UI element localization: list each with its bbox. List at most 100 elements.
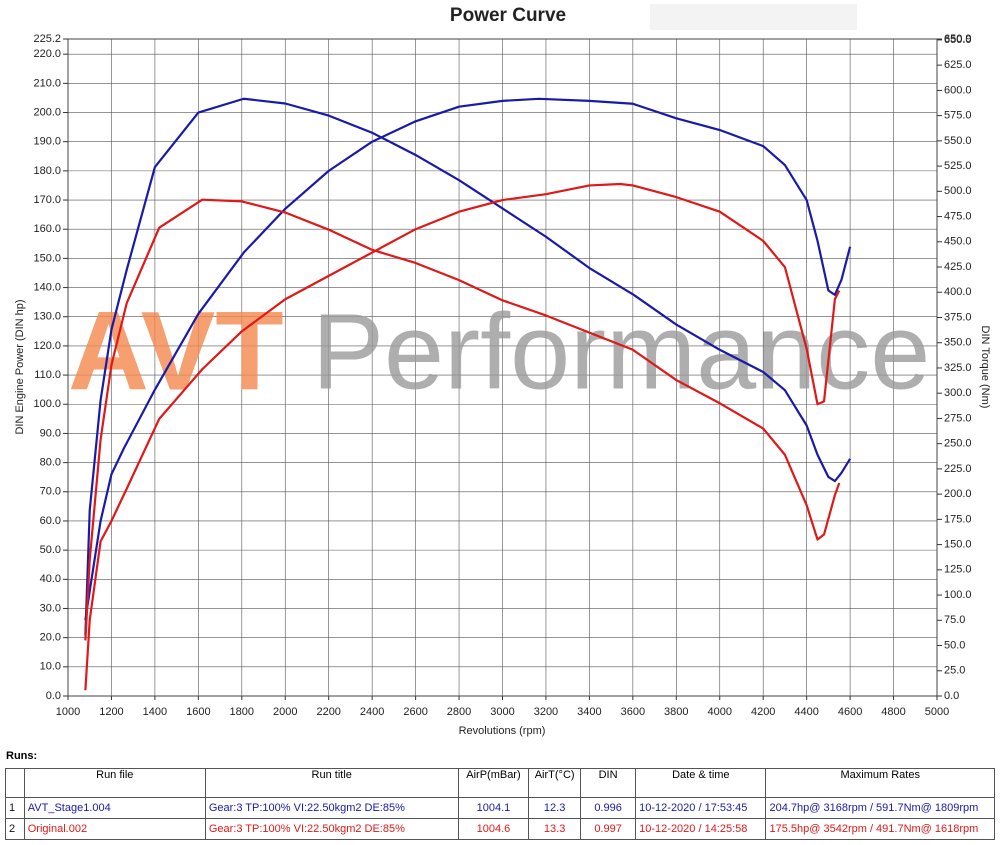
x-tick-label: 1400: [143, 706, 167, 718]
y2-tick-label: 0.0: [944, 690, 959, 702]
y-tick-label: 160.0: [33, 223, 61, 235]
cell: 1004.1: [457, 797, 530, 819]
y2-tick-label: 100.0: [944, 589, 972, 601]
header-cell: Date & time: [635, 768, 767, 798]
y2-tick-label: 175.0: [944, 513, 972, 525]
x-tick-label: 2000: [273, 706, 297, 718]
y-tick-label: 100.0: [33, 398, 61, 410]
chart-title: Power Curve: [450, 5, 566, 26]
x-tick-label: 1000: [56, 706, 80, 718]
y2-tick-label: 525.0: [944, 160, 972, 172]
y-tick-label: 170.0: [33, 194, 61, 206]
cell: 12.3: [528, 797, 582, 819]
y2-tick-label: 300.0: [944, 387, 972, 399]
y-tick-label: 40.0: [40, 573, 61, 585]
y2-tick-label: 500.0: [944, 185, 972, 197]
cell: 175.5hp@ 3542rpm / 491.7Nm@ 1618rpm: [765, 818, 995, 840]
run-row: 2 Original.002 Gear:3 TP:100% VI:22.50kgm2…: [5, 818, 995, 840]
x-axis-label: Revolutions (rpm): [459, 725, 546, 737]
x-tick-label: 4800: [881, 706, 905, 718]
y2-tick-label: 150.0: [944, 539, 972, 551]
y-tick-label: 130.0: [33, 311, 61, 323]
y2-tick-label: 625.0: [944, 59, 972, 71]
y2-tick-label: 50.0: [944, 639, 965, 651]
cell: 0.997: [580, 818, 637, 840]
y-tick-label: 70.0: [40, 486, 61, 498]
series-line: [84, 198, 841, 641]
cell: Gear:3 TP:100% VI:22.50kgm2 DE:85%: [204, 818, 459, 840]
cell: 10-12-2020 / 14:25:58: [635, 818, 767, 840]
cell: 0.996: [580, 797, 637, 819]
header-cell: Run title: [204, 768, 459, 798]
runs-table: Run file Run title AirP(mBar) AirT(°C) DIN Da…: [5, 768, 995, 840]
x-tick-label: 1600: [186, 706, 210, 718]
y2-tick-label: 575.0: [944, 110, 972, 122]
cell: 1: [5, 797, 25, 819]
y-tick-label: 50.0: [40, 544, 61, 556]
chart: Power Curve Revolutions (rpm) DIN Engine…: [14, 4, 991, 737]
watermark: Performance: [312, 291, 930, 412]
x-tick-label: 4000: [708, 706, 732, 718]
x-tick-label: 3200: [534, 706, 558, 718]
runs-title: Runs:: [6, 750, 38, 762]
y-tick-label: 120.0: [33, 340, 61, 352]
y2-tick-label: 125.0: [944, 564, 972, 576]
x-tick-label: 3400: [577, 706, 601, 718]
y-tick-label: 190.0: [33, 136, 61, 148]
y2-tick-label: 450.0: [944, 236, 972, 248]
header-cell: [5, 768, 25, 798]
y2-tick-label: 275.0: [944, 412, 972, 424]
y2-tick-label: 200.0: [944, 488, 972, 500]
x-tick-label: 4200: [751, 706, 775, 718]
x-tick-label: 5000: [925, 706, 949, 718]
series-line: [84, 97, 852, 621]
y2-tick-label: 75.0: [944, 614, 965, 626]
y-tick-label: 220.0: [33, 48, 61, 60]
y-tick-label: 90.0: [40, 427, 61, 439]
y2-tick-label: 325.0: [944, 362, 972, 374]
y2-axis-label: DIN Torque (Nm): [979, 326, 991, 409]
y2-tick-label: 475.0: [944, 210, 972, 222]
y-tick-label: 225.2: [33, 33, 61, 45]
series-line: [84, 182, 841, 691]
title-box: [650, 4, 857, 30]
y2-tick-label: 225.0: [944, 463, 972, 475]
y2-tick-label: 375.0: [944, 311, 972, 323]
y2-tick-label: 350.0: [944, 337, 972, 349]
x-tick-label: 2400: [360, 706, 384, 718]
y-tick-label: 200.0: [33, 106, 61, 118]
y2-tick-label: 650.9: [944, 33, 972, 45]
cell: AVT_Stage1.004: [23, 797, 206, 819]
y2-tick-label: 250.0: [944, 438, 972, 450]
y2-tick-label: 550.0: [944, 135, 972, 147]
run-row: 1 AVT_Stage1.004 Gear:3 TP:100% VI:22.50kg…: [5, 797, 995, 819]
cell: Original.002: [23, 818, 206, 840]
x-tick-label: 4600: [838, 706, 862, 718]
y2-tick-label: 650.0: [944, 34, 972, 46]
y-tick-label: 140.0: [33, 281, 61, 293]
y2-tick-label: 600.0: [944, 84, 972, 96]
x-tick-label: 3000: [490, 706, 514, 718]
y-tick-label: 180.0: [33, 165, 61, 177]
header-cell: Run file: [23, 768, 206, 798]
y-tick-label: 150.0: [33, 252, 61, 264]
y-axis-label: DIN Engine Power (DIN hp): [14, 299, 26, 434]
cell: 1004.6: [457, 818, 530, 840]
x-tick-label: 2200: [316, 706, 340, 718]
y-tick-label: 110.0: [34, 369, 61, 381]
header-row: Run file Run title AirP(mBar) AirT(°C) DIN Da…: [5, 768, 995, 798]
y-tick-label: 210.0: [33, 77, 61, 89]
x-tick-label: 3800: [664, 706, 688, 718]
y2-tick-label: 425.0: [944, 261, 972, 273]
y-tick-label: 60.0: [40, 515, 61, 527]
y-tick-label: 80.0: [40, 457, 61, 469]
header-cell: Maximum Rates: [765, 768, 995, 798]
cell: 2: [5, 818, 25, 840]
y2-tick-label: 25.0: [944, 665, 965, 677]
y-tick-label: 10.0: [40, 661, 61, 673]
y2-tick-label: 400.0: [944, 286, 972, 298]
header-cell: AirT(°C): [528, 768, 582, 798]
x-tick-label: 2800: [447, 706, 471, 718]
x-tick-label: 1800: [230, 706, 254, 718]
